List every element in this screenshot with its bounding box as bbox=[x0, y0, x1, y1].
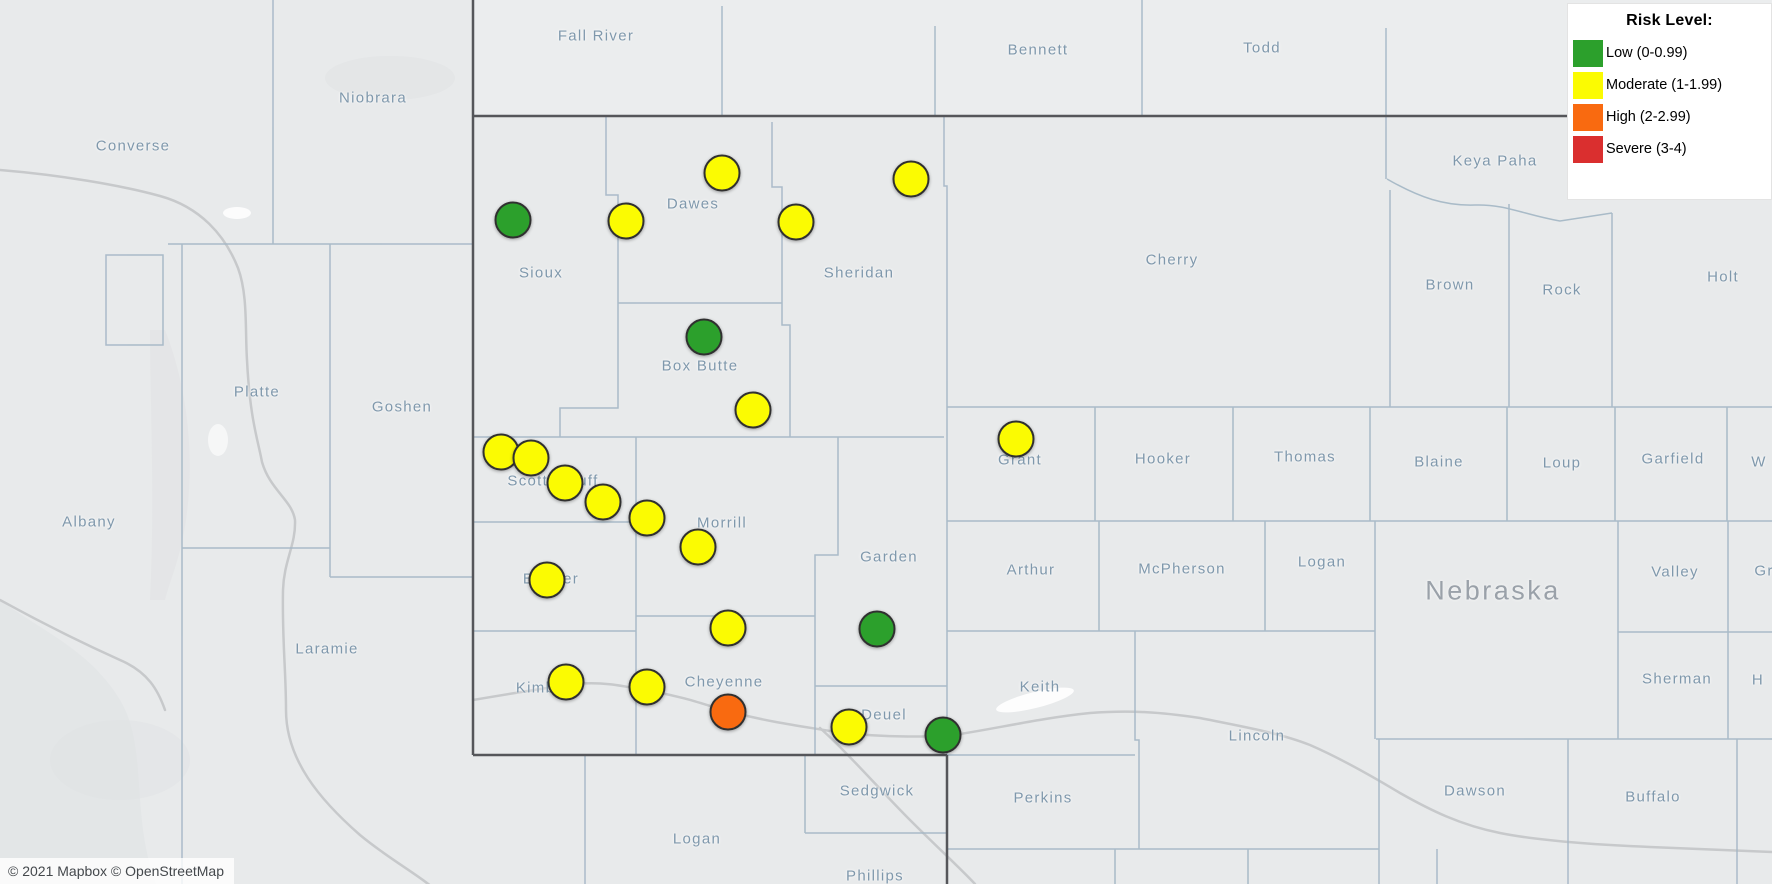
risk-marker[interactable] bbox=[607, 202, 645, 240]
risk-marker[interactable] bbox=[858, 610, 896, 648]
risk-marker[interactable] bbox=[679, 528, 717, 566]
legend-item-label: Severe (3-4) bbox=[1606, 141, 1687, 157]
risk-legend: Risk Level: Low (0-0.99) Moderate (1-1.99… bbox=[1567, 3, 1772, 200]
risk-marker[interactable] bbox=[685, 318, 723, 356]
risk-marker[interactable] bbox=[628, 668, 666, 706]
risk-marker[interactable] bbox=[709, 693, 747, 731]
legend-item[interactable]: High (2-2.99) bbox=[1568, 101, 1771, 133]
risk-marker[interactable] bbox=[546, 464, 584, 502]
legend-list: Low (0-0.99) Moderate (1-1.99) High (2-2.9… bbox=[1568, 37, 1771, 165]
risk-marker[interactable] bbox=[709, 609, 747, 647]
risk-marker[interactable] bbox=[628, 499, 666, 537]
risk-marker[interactable] bbox=[997, 420, 1035, 458]
risk-marker[interactable] bbox=[924, 716, 962, 754]
legend-item-label: High (2-2.99) bbox=[1606, 109, 1691, 125]
legend-item[interactable]: Moderate (1-1.99) bbox=[1568, 69, 1771, 101]
risk-marker[interactable] bbox=[528, 561, 566, 599]
risk-marker[interactable] bbox=[584, 483, 622, 521]
risk-marker[interactable] bbox=[494, 201, 532, 239]
legend-color-swatch-icon bbox=[1573, 135, 1603, 163]
risk-marker[interactable] bbox=[512, 439, 550, 477]
legend-item-label: Moderate (1-1.99) bbox=[1606, 77, 1723, 93]
risk-marker[interactable] bbox=[547, 663, 585, 701]
bottom-strip bbox=[0, 884, 1772, 894]
legend-title: Risk Level: bbox=[1626, 12, 1713, 29]
legend-item[interactable]: Severe (3-4) bbox=[1568, 133, 1771, 165]
risk-marker[interactable] bbox=[734, 391, 772, 429]
risk-marker[interactable] bbox=[703, 154, 741, 192]
legend-item-label: Low (0-0.99) bbox=[1606, 45, 1688, 61]
map-attribution[interactable]: © 2021 Mapbox © OpenStreetMap bbox=[0, 858, 234, 884]
legend-color-swatch-icon bbox=[1573, 39, 1603, 67]
risk-marker[interactable] bbox=[892, 160, 930, 198]
risk-marker[interactable] bbox=[830, 708, 868, 746]
legend-item[interactable]: Low (0-0.99) bbox=[1568, 37, 1771, 69]
attribution-text[interactable]: © 2021 Mapbox © OpenStreetMap bbox=[8, 863, 224, 879]
legend-color-swatch-icon bbox=[1573, 71, 1603, 99]
legend-color-swatch-icon bbox=[1573, 103, 1603, 131]
risk-marker[interactable] bbox=[777, 203, 815, 241]
